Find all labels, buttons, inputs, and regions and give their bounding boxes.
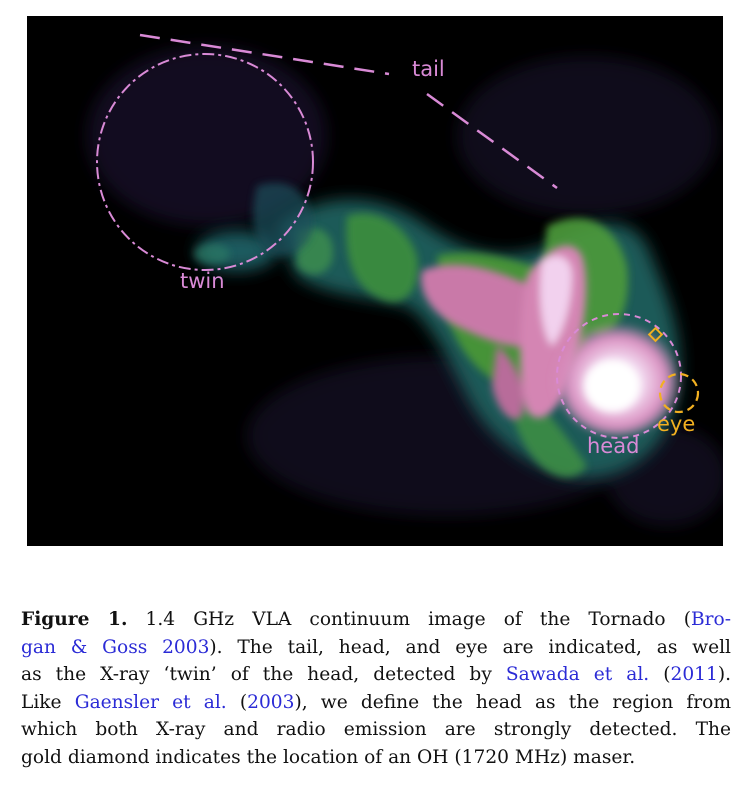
caption-text: (	[649, 664, 671, 685]
eye-label: eye	[657, 412, 695, 436]
caption-text: ). The tail, head, and eye are indicated…	[209, 636, 731, 658]
figure-label: Figure 1.	[21, 609, 128, 630]
twin-circle	[96, 53, 314, 271]
caption-text: Like	[21, 691, 75, 713]
radio-continuum-image: tail twin head eye	[27, 16, 723, 546]
tail-dashed-line-upper	[139, 33, 390, 76]
twin-faint-emission	[194, 182, 313, 264]
caption-text: ), we define the head as the region from	[294, 691, 731, 713]
citation-brogan-goss[interactable]: Bro-	[690, 609, 731, 630]
caption-line-5: which both X-ray and radio emission are …	[21, 719, 731, 740]
citation-sawada-year[interactable]: 2011	[670, 664, 718, 685]
head-circle	[556, 313, 682, 439]
citation-sawada[interactable]: Sawada et al.	[505, 664, 650, 685]
citation-brogan-goss-cont[interactable]: gan & Goss 2003	[21, 636, 210, 658]
overlays: tail twin head eye	[96, 33, 700, 458]
twin-label: twin	[180, 269, 225, 293]
caption-text: ).	[717, 664, 731, 685]
caption-text: 1.4 GHz VLA continuum image of the Torna…	[127, 609, 691, 630]
caption-text: as the X-ray ‘twin’ of the head, detecte…	[21, 664, 506, 685]
tornado-image-svg: tail twin head eye	[87, 33, 723, 526]
tail-label: tail	[412, 57, 445, 81]
caption-line-3: as the X-ray ‘twin’ of the head, detecte…	[21, 661, 731, 689]
citation-gaensler[interactable]: Gaensler et al.	[74, 691, 227, 713]
caption-line-1: Figure 1. 1.4 GHz VLA continuum image of…	[21, 606, 731, 634]
caption-line-4: Like Gaensler et al. (2003), we define t…	[21, 689, 731, 717]
head-bright-region	[552, 316, 682, 436]
caption-line-2: gan & Goss 2003). The tail, head, and ey…	[21, 634, 731, 662]
maser-diamond-marker	[647, 326, 664, 343]
caption-text: (	[226, 691, 248, 713]
eye-circle	[658, 372, 700, 414]
caption-line-6: gold diamond indicates the location of a…	[21, 746, 636, 768]
citation-gaensler-year[interactable]: 2003	[247, 691, 295, 713]
figure-caption: Figure 1. 1.4 GHz VLA continuum image of…	[21, 606, 731, 771]
tail-dashed-line-lower	[426, 92, 558, 190]
head-label: head	[587, 434, 639, 458]
